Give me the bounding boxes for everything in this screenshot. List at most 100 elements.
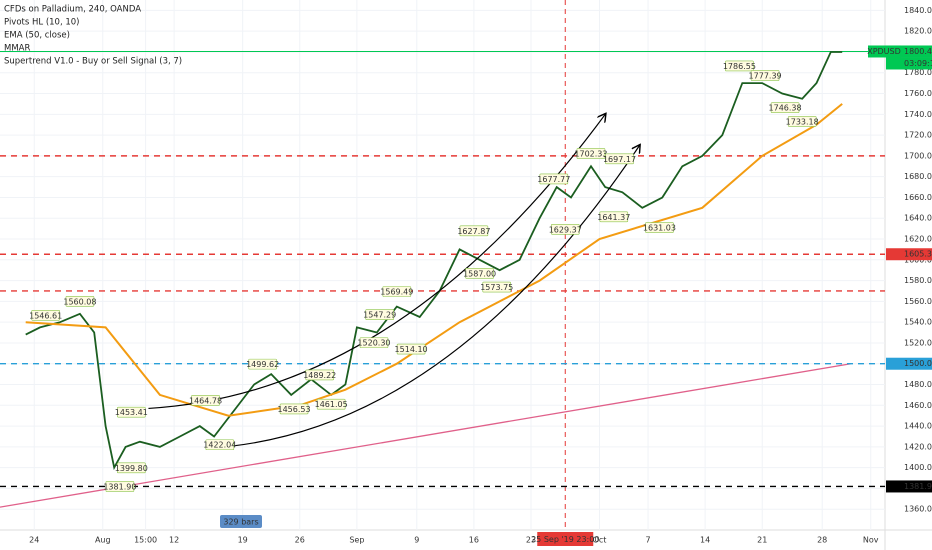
pivot-box — [279, 403, 309, 415]
pivot-label: 1489.22 — [303, 371, 336, 380]
pivot-label: 1702.33 — [574, 149, 607, 158]
y-tick-label: 1700.00 — [904, 151, 932, 160]
pivot-box — [539, 173, 569, 185]
x-tick-label: 14 — [700, 536, 710, 545]
x-tick-label: 16 — [469, 536, 479, 545]
x-tick-label: 12 — [169, 536, 179, 545]
x-tick-label: Oct — [593, 536, 607, 545]
y-tick-label: 1680.00 — [904, 172, 932, 181]
indicator: Supertrend V1.0 - Buy or Sell Signal (3,… — [4, 57, 182, 67]
pivot-label: 1587.00 — [463, 269, 496, 278]
pivot-label: 1733.18 — [786, 117, 819, 126]
symbol-tag-label: XPDUSD — [867, 47, 901, 56]
trend-arrow — [211, 145, 639, 449]
plot-area — [0, 0, 885, 530]
y-tick-label: 1360.00 — [904, 505, 932, 514]
pivot-box — [248, 358, 277, 370]
pivot-box — [365, 309, 394, 320]
price-tag-label: 1800.46 — [904, 47, 932, 56]
price-tag-label: 1381.90 — [904, 482, 932, 491]
x-tick-label: 28 — [817, 536, 827, 545]
x-tick-label: Sep — [349, 536, 364, 545]
pivot-box — [750, 70, 780, 81]
pivot-label: 1453.41 — [115, 408, 148, 417]
y-tick-label: 1620.00 — [904, 235, 932, 244]
pivot-box — [787, 116, 817, 127]
symbol-tag — [868, 45, 901, 58]
pivot-box — [117, 462, 146, 474]
pivot-box — [396, 343, 426, 355]
x-tick-label: Aug — [95, 536, 111, 545]
pivot-box — [482, 281, 512, 293]
pivot-box — [105, 481, 135, 492]
pivot-box — [65, 295, 95, 307]
y-tick-label: 1740.00 — [904, 110, 932, 119]
pivot-box — [31, 309, 60, 321]
price-tag — [886, 248, 932, 261]
pivot-box — [599, 211, 629, 223]
pivot-box — [359, 337, 389, 348]
x-tick-label: 7 — [646, 536, 651, 545]
crosshair-label: 25 Sep '19 23:00 — [531, 535, 599, 544]
x-tick-label: 19 — [238, 536, 248, 545]
x-tick-label: 15:00 — [134, 536, 157, 545]
y-tick-label: 1420.00 — [904, 442, 932, 451]
pivot-box — [191, 395, 220, 406]
y-tick-label: 1840.00 — [904, 6, 932, 15]
x-tick-label: Nov — [863, 536, 879, 545]
pivot-box — [605, 153, 634, 165]
range-label: 329 bars — [223, 518, 258, 527]
pivot-box — [725, 60, 754, 72]
pivot-label: 1520.30 — [357, 339, 390, 348]
y-tick-label: 1780.00 — [904, 68, 932, 77]
pivot-label: 1569.49 — [380, 288, 413, 297]
pivot-box — [205, 439, 235, 451]
pivot-box — [550, 223, 580, 235]
x-tick-label: 9 — [414, 536, 419, 545]
pivot-label: 1514.10 — [395, 345, 428, 354]
x-tick-label: 23 — [526, 536, 536, 545]
pivot-label: 1547.29 — [363, 311, 396, 320]
x-tick-label: 21 — [757, 536, 767, 545]
pivot-label: 1631.03 — [643, 224, 676, 233]
crosshair-tag — [537, 532, 594, 546]
pivot-label: 1777.39 — [749, 71, 782, 80]
pivot-box — [117, 406, 146, 418]
y-tick-label: 1520.00 — [904, 338, 932, 347]
pivot-box — [576, 148, 606, 159]
pivot-label: 1461.05 — [315, 400, 348, 409]
pivot-label: 1573.75 — [480, 283, 513, 292]
pivot-label: 1627.87 — [457, 227, 490, 236]
pivot-label: 1677.77 — [537, 175, 570, 184]
pivot-label: 1381.90 — [103, 482, 136, 491]
y-tick-label: 1400.00 — [904, 463, 932, 472]
y-tick-label: 1720.00 — [904, 131, 932, 140]
chart-title: CFDs on Palladium, 240, OANDA — [4, 5, 141, 15]
indicator: EMA (50, close) — [4, 31, 70, 41]
y-tick-label: 1480.00 — [904, 380, 932, 389]
pivot-label: 1499.62 — [246, 360, 279, 369]
pivot-box — [316, 398, 346, 410]
indicator: Pivots HL (10, 10) — [4, 18, 80, 28]
pivot-box — [305, 369, 335, 381]
x-tick-label: 24 — [29, 536, 39, 545]
y-tick-label: 1560.00 — [904, 297, 932, 306]
series-line — [25, 103, 843, 417]
price-tag-label: 1605.35 — [904, 250, 932, 259]
pivot-label: 1422.04 — [203, 441, 236, 450]
indicator: MMAR — [4, 44, 30, 54]
x-tick-label: 26 — [295, 536, 305, 545]
pivot-label: 1697.17 — [603, 155, 636, 164]
pivot-label: 1786.55 — [723, 62, 756, 71]
pivot-label: 1560.08 — [63, 297, 96, 306]
pivot-box — [459, 225, 489, 237]
y-tick-label: 1820.00 — [904, 27, 932, 36]
countdown-tag — [886, 57, 932, 70]
trendline — [0, 363, 851, 508]
pivot-label: 1456.53 — [278, 405, 311, 414]
price-tag-label: 1500.00 — [904, 359, 932, 368]
y-tick-label: 1440.00 — [904, 422, 932, 431]
